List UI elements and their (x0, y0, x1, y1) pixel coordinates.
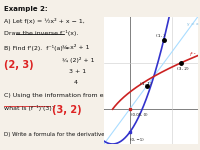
Text: ¾ x² + 1: ¾ x² + 1 (62, 45, 90, 50)
Text: f⁻¹: f⁻¹ (189, 52, 196, 57)
Text: B) Find f'(2).  f⁻¹(a) =: B) Find f'(2). f⁻¹(a) = (4, 45, 70, 51)
Text: D) Write a formula for the derivative of an inverse function.: D) Write a formula for the derivative of… (4, 132, 168, 137)
Text: y = x: y = x (187, 22, 199, 26)
Text: (1, 1): (1, 1) (140, 82, 152, 86)
Text: Draw the inverse f⁻¹(x).: Draw the inverse f⁻¹(x). (4, 30, 78, 36)
Text: Example 2:: Example 2: (4, 6, 48, 12)
Text: (3, 2): (3, 2) (52, 105, 82, 115)
Text: what is (f⁻¹)'(3)?: what is (f⁻¹)'(3)? (4, 105, 55, 111)
Text: (3, 2): (3, 2) (177, 67, 189, 71)
Text: (1, ): (1, ) (156, 34, 165, 38)
Text: A) Let f(x) = ½x² + x − 1,: A) Let f(x) = ½x² + x − 1, (4, 18, 85, 24)
Text: (0, −1): (0, −1) (130, 138, 144, 141)
Text: (2, 3): (2, 3) (4, 60, 34, 70)
Text: (0.05, 0): (0.05, 0) (131, 113, 148, 117)
Text: 3 + 1: 3 + 1 (69, 69, 86, 74)
Text: C) Using the information from example 1,: C) Using the information from example 1, (4, 93, 135, 98)
Text: 4: 4 (74, 80, 78, 84)
Text: ¾ (2)² + 1: ¾ (2)² + 1 (62, 57, 95, 63)
